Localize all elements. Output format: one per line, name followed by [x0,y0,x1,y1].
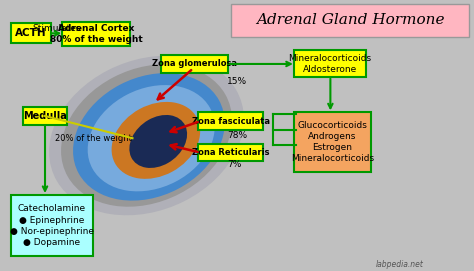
FancyBboxPatch shape [62,22,130,46]
FancyBboxPatch shape [198,144,264,161]
Text: Zona fasciculata: Zona fasciculata [192,117,270,126]
Text: Medulla: Medulla [23,111,67,121]
FancyBboxPatch shape [11,195,93,256]
Text: Catecholamine
● Epinephrine
● Nor-epinephrine
● Dopamine: Catecholamine ● Epinephrine ● Nor-epinep… [10,204,94,247]
Text: 7%: 7% [227,160,241,169]
Text: Adrenal Gland Hormone: Adrenal Gland Hormone [256,13,444,27]
FancyBboxPatch shape [294,50,366,77]
Text: Mineralocorticoids
Aldosterone: Mineralocorticoids Aldosterone [289,54,372,74]
Text: ACTH: ACTH [15,28,46,38]
Ellipse shape [129,115,187,168]
Ellipse shape [73,73,225,201]
Text: Zona glomerulosa: Zona glomerulosa [152,59,237,69]
Text: 20% of the weight: 20% of the weight [55,134,132,143]
FancyBboxPatch shape [198,112,264,130]
FancyBboxPatch shape [23,107,67,125]
Ellipse shape [88,85,215,191]
Text: Glucocorticoids
Androgens
Estrogen
Mineralocorticoids: Glucocorticoids Androgens Estrogen Miner… [291,121,374,163]
Text: labpedia.net: labpedia.net [376,260,424,269]
Ellipse shape [49,56,244,215]
Text: 15%: 15% [227,77,247,86]
FancyBboxPatch shape [231,4,469,37]
Text: Adrenal Cortex
80% of the weight: Adrenal Cortex 80% of the weight [50,24,143,44]
Text: Stimulates: Stimulates [32,24,81,33]
Ellipse shape [61,64,232,207]
Ellipse shape [111,102,200,179]
FancyBboxPatch shape [161,55,228,73]
FancyBboxPatch shape [294,112,371,172]
FancyBboxPatch shape [11,23,51,43]
Text: 78%: 78% [227,131,247,140]
Text: Zona Reticularis: Zona Reticularis [192,148,270,157]
